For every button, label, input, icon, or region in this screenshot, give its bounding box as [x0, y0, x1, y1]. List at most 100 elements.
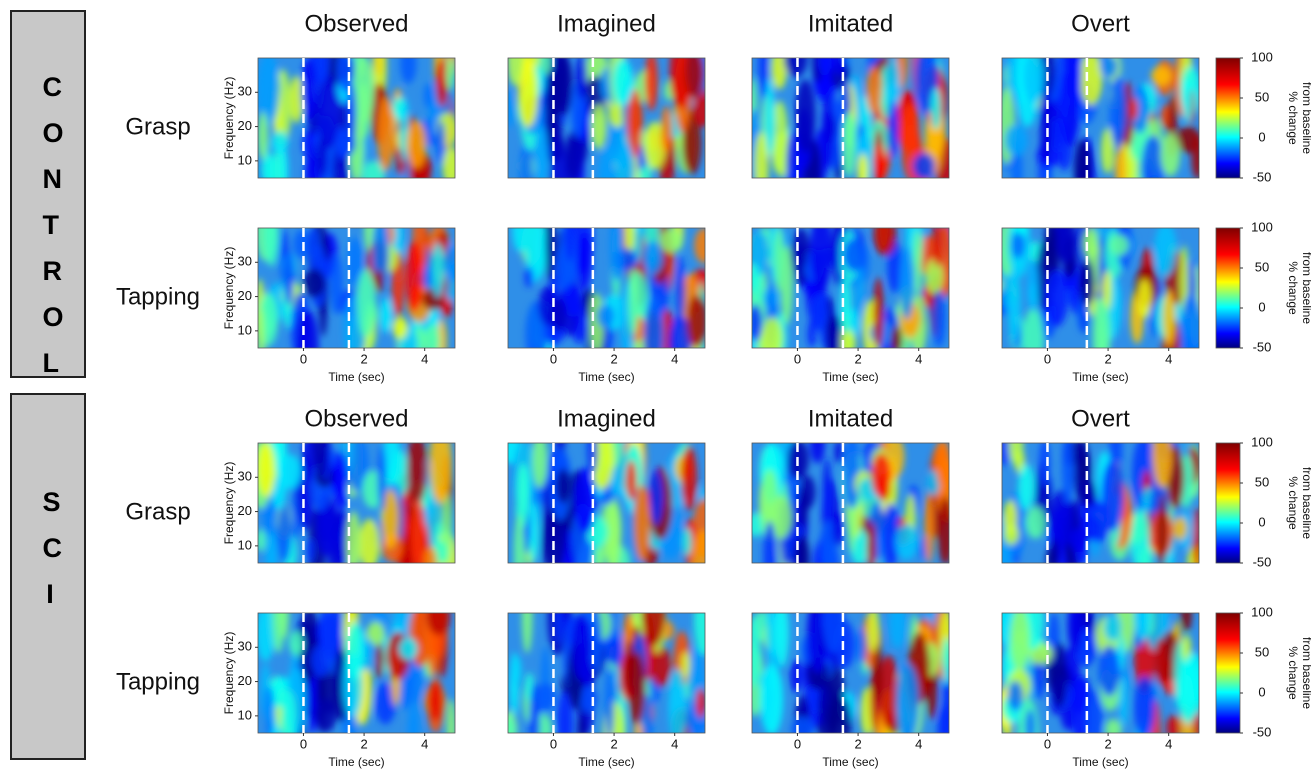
- texture-blob: [1134, 676, 1155, 739]
- texture-blob: [642, 241, 663, 274]
- texture-blob: [684, 49, 704, 98]
- column-title: Imagined: [557, 10, 656, 37]
- spectrogram: [992, 576, 1205, 767]
- colorbar-tick-label: -50: [1253, 339, 1272, 354]
- texture-blob: [576, 55, 587, 100]
- texture-blob: [775, 600, 789, 667]
- texture-blob: [1134, 590, 1151, 640]
- texture-blob: [1099, 645, 1120, 696]
- texture-blob: [1008, 681, 1024, 712]
- texture-blob: [315, 698, 336, 732]
- texture-blob: [1191, 132, 1204, 179]
- colorbar-label: % change: [1286, 646, 1300, 700]
- texture-blob: [380, 298, 392, 333]
- texture-blob: [856, 628, 866, 665]
- texture-blob: [374, 270, 383, 293]
- y-tick-label: 10: [238, 322, 252, 337]
- spectrogram: [500, 580, 714, 763]
- colorbar: [1216, 58, 1240, 178]
- texture-blob: [330, 254, 343, 315]
- y-tick-label: 30: [238, 469, 252, 484]
- texture-blob: [590, 608, 602, 672]
- texture-blob: [760, 664, 783, 736]
- texture-blob: [1152, 425, 1172, 487]
- texture-blob: [1130, 98, 1138, 120]
- texture-blob: [333, 451, 349, 510]
- x-tick-label: 0: [1044, 736, 1051, 751]
- texture-blob: [1193, 507, 1202, 571]
- texture-blob: [790, 659, 801, 693]
- texture-blob: [1044, 218, 1056, 268]
- texture-blob: [1173, 517, 1187, 540]
- texture-blob: [818, 48, 831, 76]
- y-axis-label: Frequency (Hz): [222, 77, 236, 160]
- x-tick-label: 4: [1165, 351, 1172, 366]
- texture-blob: [634, 485, 651, 562]
- colorbar-tick-label: -50: [1253, 554, 1272, 569]
- texture-blob: [307, 538, 315, 563]
- x-tick-label: 2: [1104, 736, 1111, 751]
- colorbar-tick-label: 0: [1258, 299, 1265, 314]
- texture-blob: [336, 129, 356, 157]
- texture-blob: [278, 454, 301, 489]
- x-tick-label: 4: [915, 351, 922, 366]
- texture-blob: [514, 515, 524, 593]
- texture-blob: [1004, 524, 1020, 545]
- column-title: Imitated: [808, 10, 893, 37]
- colorbar: [1216, 228, 1240, 348]
- x-axis-label: Time (sec): [822, 755, 878, 769]
- texture-blob: [1161, 133, 1181, 177]
- x-tick-label: 2: [610, 736, 617, 751]
- texture-blob: [765, 78, 775, 157]
- colorbar-label: from baseline: [1300, 637, 1311, 709]
- x-axis-label: Time (sec): [328, 370, 384, 384]
- texture-blob: [1158, 494, 1166, 570]
- x-axis-label: Time (sec): [1072, 755, 1128, 769]
- texture-blob: [896, 663, 920, 743]
- column-title: Observed: [304, 10, 408, 37]
- texture-blob: [933, 290, 946, 347]
- texture-blob: [1074, 139, 1092, 195]
- x-tick-label: 2: [1104, 351, 1111, 366]
- texture-blob: [1027, 260, 1039, 311]
- texture-blob: [281, 690, 296, 766]
- texture-blob: [507, 35, 523, 86]
- texture-blob: [377, 445, 386, 511]
- texture-blob: [823, 585, 845, 653]
- texture-blob: [874, 144, 885, 182]
- texture-blob: [649, 469, 663, 525]
- texture-blob: [1163, 290, 1176, 347]
- texture-blob: [408, 702, 420, 763]
- texture-blob: [411, 499, 426, 570]
- texture-blob: [577, 713, 586, 745]
- texture-blob: [887, 101, 898, 157]
- texture-blob: [1140, 546, 1153, 572]
- texture-blob: [867, 522, 876, 578]
- texture-blob: [873, 215, 896, 256]
- y-axis-label: Frequency (Hz): [222, 632, 236, 715]
- texture-blob: [377, 97, 393, 172]
- y-tick-label: 20: [238, 118, 252, 133]
- colorbar-tick-label: 50: [1255, 89, 1269, 104]
- x-tick-label: 0: [300, 351, 307, 366]
- texture-blob: [930, 88, 941, 131]
- colorbar-tick-label: -50: [1253, 724, 1272, 739]
- x-tick-label: 4: [1165, 736, 1172, 751]
- column-title: Imagined: [557, 405, 656, 432]
- texture-blob: [1086, 690, 1103, 748]
- texture-blob: [858, 153, 869, 188]
- texture-blob: [871, 453, 891, 498]
- x-tick-label: 4: [421, 736, 428, 751]
- texture-blob: [256, 529, 266, 551]
- texture-blob: [747, 304, 763, 342]
- texture-blob: [392, 317, 407, 340]
- texture-blob: [429, 424, 452, 504]
- texture-blob: [605, 668, 614, 740]
- texture-blob: [319, 596, 341, 661]
- texture-blob: [436, 60, 448, 107]
- texture-blob: [1070, 34, 1081, 109]
- texture-blob: [812, 294, 829, 332]
- texture-blob: [681, 651, 690, 678]
- texture-blob: [937, 497, 953, 565]
- colorbar-tick-label: 0: [1258, 514, 1265, 529]
